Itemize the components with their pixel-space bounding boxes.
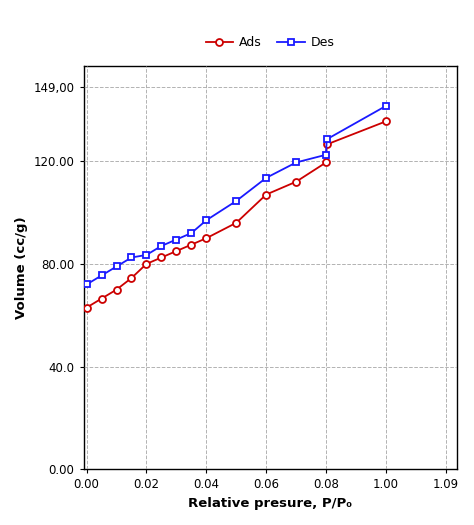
Line: Des: Des (83, 102, 389, 288)
Des (159, 243, 164, 249)
Des (128, 254, 134, 260)
Ads (383, 118, 389, 124)
Ads (114, 287, 119, 293)
X-axis label: Relative presure, P/P₀: Relative presure, P/P₀ (188, 497, 352, 510)
Ads (84, 304, 90, 311)
Des (114, 264, 119, 270)
Y-axis label: Volume (cc/g): Volume (cc/g) (15, 216, 28, 319)
Des (203, 217, 209, 224)
Des (383, 103, 389, 109)
Des (99, 272, 104, 279)
Des (144, 252, 149, 258)
Des (84, 281, 90, 288)
Ads (264, 192, 269, 198)
Legend: Ads, Des: Ads, Des (206, 36, 335, 49)
Des (264, 175, 269, 181)
Des (293, 159, 299, 165)
Des (173, 236, 179, 243)
Ads (233, 219, 239, 226)
Des (233, 198, 239, 204)
Ads (203, 235, 209, 242)
Ads (324, 141, 329, 148)
Des (189, 230, 194, 236)
Ads (144, 261, 149, 267)
Ads (99, 296, 104, 302)
Ads (293, 178, 299, 185)
Ads (128, 275, 134, 281)
Ads (189, 242, 194, 248)
Des (323, 152, 329, 158)
Line: Ads: Ads (83, 118, 389, 311)
Ads (159, 254, 164, 260)
Ads (173, 248, 179, 254)
Des (324, 136, 329, 142)
Ads (323, 159, 329, 165)
